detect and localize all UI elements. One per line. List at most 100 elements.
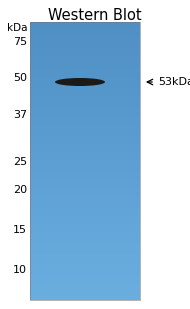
Bar bbox=[30, 47, 140, 49]
Bar bbox=[30, 93, 140, 94]
Bar bbox=[30, 69, 140, 71]
Bar bbox=[30, 62, 140, 64]
Bar bbox=[30, 53, 140, 54]
Bar bbox=[30, 89, 140, 90]
Bar bbox=[30, 49, 140, 50]
Bar bbox=[30, 139, 140, 140]
Ellipse shape bbox=[55, 78, 105, 86]
Bar bbox=[30, 292, 140, 293]
Bar bbox=[30, 242, 140, 243]
Bar bbox=[30, 250, 140, 251]
Bar bbox=[30, 118, 140, 119]
Bar bbox=[30, 276, 140, 278]
Bar bbox=[30, 264, 140, 265]
Bar bbox=[30, 226, 140, 228]
Bar bbox=[30, 231, 140, 232]
Bar bbox=[30, 285, 140, 286]
Bar bbox=[30, 251, 140, 253]
Bar bbox=[30, 236, 140, 237]
Bar bbox=[30, 172, 140, 174]
Bar bbox=[30, 182, 140, 183]
Bar bbox=[30, 189, 140, 190]
Bar bbox=[30, 65, 140, 66]
Bar bbox=[30, 246, 140, 247]
Bar bbox=[30, 91, 140, 93]
Bar bbox=[30, 269, 140, 271]
Bar bbox=[30, 58, 140, 60]
Bar bbox=[30, 214, 140, 215]
Bar bbox=[30, 279, 140, 281]
Bar bbox=[30, 193, 140, 194]
Text: 37: 37 bbox=[13, 110, 27, 120]
Bar bbox=[30, 107, 140, 108]
Text: 15: 15 bbox=[13, 225, 27, 235]
Bar bbox=[30, 157, 140, 158]
Bar bbox=[30, 78, 140, 79]
Bar bbox=[30, 188, 140, 189]
Bar bbox=[30, 140, 140, 142]
Bar bbox=[30, 90, 140, 91]
Bar bbox=[30, 55, 140, 57]
Bar bbox=[30, 132, 140, 133]
Bar bbox=[30, 25, 140, 26]
Bar bbox=[30, 208, 140, 210]
Bar bbox=[30, 232, 140, 233]
Text: 20: 20 bbox=[13, 185, 27, 195]
Bar bbox=[30, 258, 140, 260]
Bar bbox=[30, 265, 140, 267]
Bar bbox=[30, 119, 140, 121]
Bar bbox=[30, 94, 140, 96]
Bar bbox=[30, 128, 140, 129]
Bar bbox=[30, 240, 140, 242]
Bar bbox=[30, 197, 140, 198]
Text: 50: 50 bbox=[13, 73, 27, 83]
Bar bbox=[30, 163, 140, 164]
Bar bbox=[30, 194, 140, 196]
Bar bbox=[30, 257, 140, 258]
Bar bbox=[30, 68, 140, 69]
Bar bbox=[30, 294, 140, 296]
Bar bbox=[30, 147, 140, 149]
Bar bbox=[30, 212, 140, 214]
Text: 25: 25 bbox=[13, 157, 27, 167]
Bar bbox=[30, 151, 140, 153]
Bar bbox=[30, 103, 140, 104]
Bar bbox=[30, 254, 140, 256]
Bar bbox=[30, 32, 140, 33]
Bar bbox=[30, 260, 140, 261]
Bar bbox=[30, 41, 140, 43]
Bar bbox=[30, 169, 140, 171]
Bar bbox=[30, 201, 140, 203]
Bar bbox=[30, 76, 140, 78]
Bar bbox=[30, 143, 140, 144]
Bar bbox=[30, 23, 140, 25]
Bar bbox=[30, 281, 140, 282]
Bar bbox=[30, 39, 140, 40]
Bar bbox=[30, 30, 140, 32]
Bar bbox=[30, 129, 140, 130]
Text: 75: 75 bbox=[13, 37, 27, 47]
Bar bbox=[30, 108, 140, 110]
Bar bbox=[30, 146, 140, 147]
Bar bbox=[30, 204, 140, 205]
Bar bbox=[30, 207, 140, 208]
Bar bbox=[30, 26, 140, 28]
Bar bbox=[30, 273, 140, 275]
Bar bbox=[30, 198, 140, 200]
Bar bbox=[30, 133, 140, 135]
Bar bbox=[30, 282, 140, 283]
Text: Western Blot: Western Blot bbox=[48, 8, 142, 23]
Bar bbox=[30, 149, 140, 150]
Bar bbox=[30, 178, 140, 179]
Bar bbox=[30, 33, 140, 35]
Bar bbox=[30, 104, 140, 105]
Bar bbox=[30, 138, 140, 139]
Bar bbox=[30, 262, 140, 264]
Bar bbox=[30, 244, 140, 246]
Bar bbox=[30, 225, 140, 226]
Bar bbox=[30, 185, 140, 186]
Bar bbox=[30, 253, 140, 254]
Bar bbox=[30, 271, 140, 272]
Bar bbox=[30, 286, 140, 287]
Bar bbox=[30, 51, 140, 53]
